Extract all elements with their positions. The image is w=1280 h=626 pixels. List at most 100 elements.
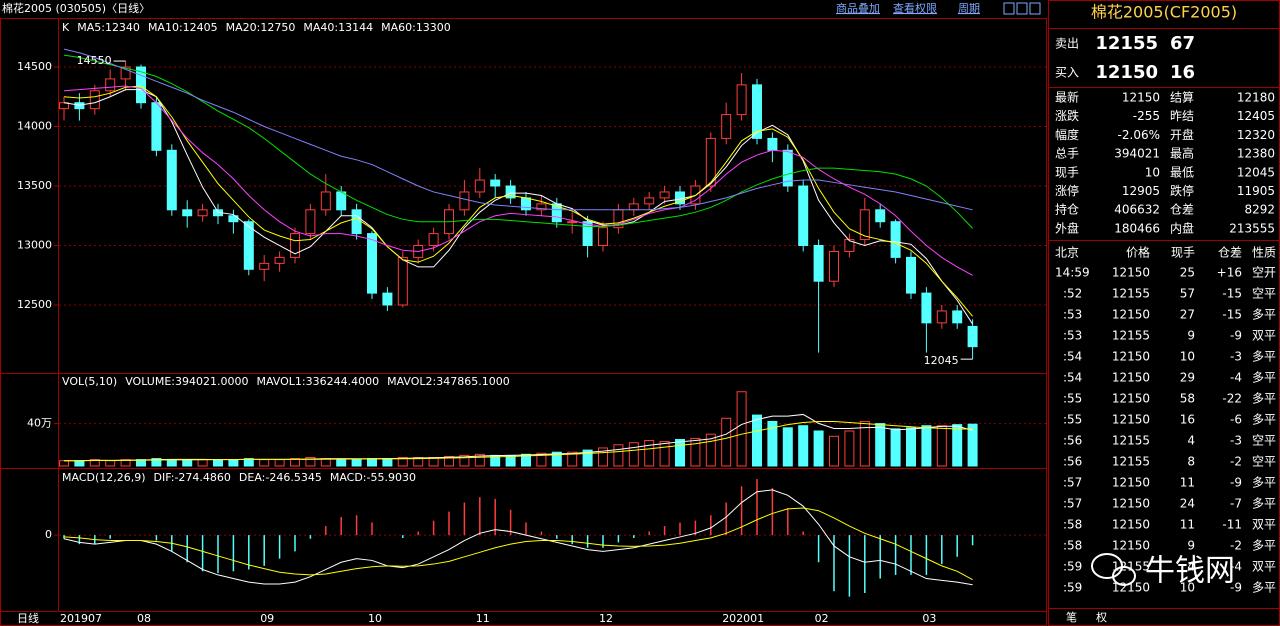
tick-cell: 12150 [1112, 308, 1150, 322]
tick-cell: :57 [1063, 476, 1082, 490]
volume-bar [213, 459, 223, 467]
tick-cell: :55 [1063, 413, 1082, 427]
tick-cell: 多平 [1252, 371, 1276, 385]
candle-body [644, 197, 655, 205]
candle-body [151, 102, 162, 151]
quote-label: 涨跌 [1055, 108, 1079, 123]
volume-bar [598, 447, 608, 467]
tick-cell: :59 [1063, 560, 1082, 574]
tick-header: 仓差 [1218, 246, 1242, 260]
volume-bar [798, 425, 809, 467]
legend-entry: VOL(5,10) [62, 375, 117, 388]
tick-cell: -9 [1230, 476, 1242, 490]
indicator-line [63, 89, 974, 325]
legend-entry: DIF:-274.4860 [154, 471, 231, 484]
volume-bar [105, 460, 116, 467]
volume-bar [829, 435, 839, 467]
max-label: 14550 [77, 54, 112, 67]
candle-body [320, 191, 331, 211]
tick-cell: -2 [1230, 455, 1242, 469]
volume-bar [567, 451, 578, 467]
volume-bar [74, 460, 85, 467]
candle-body [490, 179, 501, 187]
tick-cell: 24 [1180, 497, 1195, 511]
min-label: 12045 [924, 354, 959, 367]
tick-cell: 58 [1180, 392, 1195, 406]
candle-body [228, 215, 239, 223]
tick-cell: 多平 [1252, 308, 1276, 322]
tab[interactable]: 权 [1096, 611, 1107, 624]
tick-cell: 57 [1180, 287, 1195, 301]
tick-cell: +16 [1217, 266, 1242, 280]
legend-entry: MACD:-55.9030 [330, 471, 416, 484]
tick-cell: 空平 [1252, 434, 1276, 448]
tick-cell: 9 [1187, 539, 1195, 553]
volume-bar [182, 459, 193, 467]
candle-body [136, 66, 146, 104]
volume-bar [120, 459, 131, 467]
tick-header: 性质 [1252, 246, 1276, 260]
quote-value: 10 [1145, 165, 1160, 179]
candle-body [505, 185, 516, 199]
volume-bar [890, 428, 901, 467]
volume-bar [628, 442, 639, 467]
tick-cell: :54 [1063, 371, 1082, 385]
quote-label: 外盘 [1055, 220, 1079, 235]
candle-body [752, 84, 762, 139]
tick-cell: :54 [1063, 350, 1082, 364]
tick-cell: 空平 [1252, 455, 1276, 469]
indicator-line [63, 85, 973, 276]
candle-body [721, 114, 732, 139]
y-tick-label: 13500 [17, 179, 52, 192]
candle-body [274, 256, 285, 264]
quote-label: 开盘 [1170, 127, 1194, 142]
volume-bar [690, 437, 701, 467]
x-tick-label: 12 [599, 612, 613, 625]
tick-cell: -22 [1222, 392, 1242, 406]
tick-cell: 双平 [1252, 560, 1276, 574]
toolbar-icons[interactable] [1003, 2, 1041, 15]
candle-body [474, 179, 485, 193]
tick-cell: 12155 [1112, 329, 1150, 343]
candle-body [628, 203, 639, 211]
x-tick-label: 11 [476, 612, 490, 625]
watermark-icon [1091, 553, 1136, 586]
candle-body [875, 209, 886, 223]
period-link[interactable]: 周期 [958, 2, 980, 15]
volume-bar [351, 459, 362, 467]
tick-cell: 12150 [1112, 371, 1150, 385]
tick-cell: 12155 [1112, 287, 1150, 301]
candle-body [336, 191, 347, 211]
tick-cell: :53 [1063, 308, 1082, 322]
legend-entry: MA60:13300 [381, 21, 451, 34]
volume-bar [721, 417, 732, 467]
candle-body [182, 209, 193, 217]
volume-bar [582, 449, 593, 467]
tick-cell: 多平 [1252, 350, 1276, 364]
quote-value: 180466 [1114, 221, 1160, 235]
tick-cell: :55 [1063, 392, 1082, 406]
candle-body [290, 233, 300, 258]
overlay-link[interactable]: 商品叠加 [836, 1, 880, 15]
volume-bar [459, 454, 470, 467]
tick-cell: -7 [1230, 497, 1242, 511]
quote-label: 持仓 [1055, 202, 1079, 217]
candle-body [829, 250, 839, 282]
tick-cell: :56 [1063, 455, 1082, 469]
indicator-line [63, 48, 973, 211]
volume-bar [367, 458, 377, 467]
volume-bar [752, 414, 762, 467]
permission-link[interactable]: 查看权限 [893, 1, 937, 15]
tick-cell: -15 [1222, 287, 1242, 301]
volume-bar [767, 420, 778, 467]
quote-value: 12150 [1122, 91, 1160, 105]
volume-bar [382, 458, 393, 467]
candle-body [197, 209, 208, 217]
volume-bar [474, 453, 485, 467]
tab[interactable]: 笔 [1066, 610, 1077, 624]
tick-cell: 空平 [1252, 287, 1276, 301]
tick-cell: 10 [1180, 350, 1195, 364]
tick-cell: 双平 [1252, 518, 1276, 532]
tick-cell: 空开 [1252, 266, 1276, 280]
legend-entry: MA10:12405 [148, 21, 218, 34]
